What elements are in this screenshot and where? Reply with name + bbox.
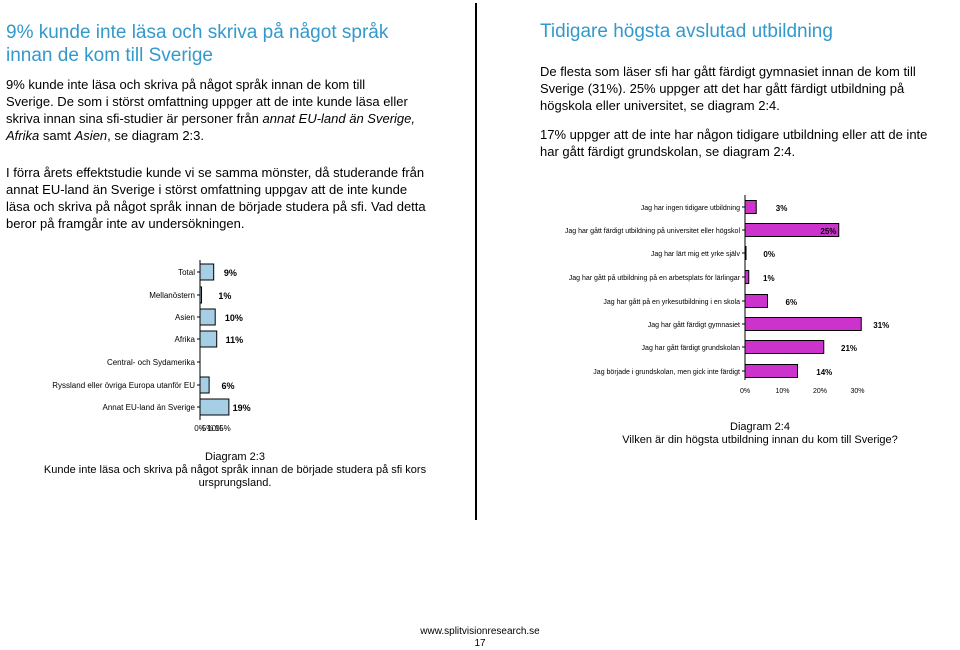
bar xyxy=(199,263,215,281)
bar xyxy=(744,223,840,237)
category-label: Ryssland eller övriga Europa utanför EU xyxy=(52,381,195,390)
bar xyxy=(199,398,230,416)
category-label: Jag har gått färdigt gymnasiet xyxy=(648,321,740,329)
bar xyxy=(744,294,768,308)
right-caption-text: Vilken är din högsta utbildning innan du… xyxy=(622,434,898,446)
left-caption-title: Diagram 2:3 xyxy=(205,451,265,463)
data-label: 1% xyxy=(763,274,775,283)
category-label: Jag började i grundskolan, men gick inte… xyxy=(593,369,740,376)
left-caption: Diagram 2:3 Kunde inte läsa och skriva p… xyxy=(20,451,450,490)
x-tick-label: 0% xyxy=(194,424,206,433)
left-para1-italic: annat EU-land än Sverige, Afrika xyxy=(6,111,415,143)
data-label: 9% xyxy=(224,268,237,278)
category-label: Annat EU-land än Sverige xyxy=(103,403,196,412)
chart-diagram-2-3: Total 9% Mellanöstern 1% Asien 10% Afrika 11% Ce… xyxy=(52,260,251,433)
data-label: 21% xyxy=(841,344,857,353)
x-tick-label: 5% xyxy=(202,424,214,433)
bar xyxy=(199,330,218,348)
x-tick-label: 10% xyxy=(775,388,789,395)
left-paragraph-2: I förra årets effektstudie kunde vi se s… xyxy=(6,165,426,231)
data-label: 1% xyxy=(218,291,231,301)
x-tick-label: 30% xyxy=(850,388,864,395)
column-divider xyxy=(475,3,477,520)
data-label: 31% xyxy=(873,321,889,330)
bar xyxy=(199,286,203,304)
right-paragraph-2: 17% uppger att de inte har någon tidigar… xyxy=(540,127,928,159)
category-label: Jag har gått på utbildning på en arbetsp… xyxy=(569,274,741,282)
data-label: 25% xyxy=(820,227,836,236)
right-caption: Diagram 2:4 Vilken är din högsta utbildn… xyxy=(600,421,920,447)
page-number: 17 xyxy=(474,638,486,649)
left-para1-mid: samt xyxy=(39,128,75,143)
category-label: Total xyxy=(178,268,195,277)
category-label: Jag har ingen tidigare utbildning xyxy=(641,205,740,212)
bar xyxy=(744,246,747,260)
bar xyxy=(199,308,216,326)
category-label: Jag har gått färdigt grundskolan xyxy=(642,344,741,352)
chart-diagram-2-4: Jag har ingen tidigare utbildning 3% Jag h… xyxy=(565,195,889,395)
right-heading: Tidigare högsta avslutad utbildning xyxy=(540,21,833,42)
bar xyxy=(744,270,750,284)
category-label: Jag har gått på en yrkesutbildning i en … xyxy=(603,298,740,306)
data-label: 6% xyxy=(221,381,234,391)
data-label: 0% xyxy=(763,250,775,259)
x-tick-label: 10% xyxy=(207,424,223,433)
category-label: Central- och Sydamerika xyxy=(107,358,196,367)
category-label: Jag har lärt mig ett yrke själv xyxy=(651,251,741,258)
left-para1-italic2: Asien xyxy=(74,128,108,143)
data-label: 10% xyxy=(225,313,243,323)
category-label: Mellanöstern xyxy=(149,291,195,300)
category-label: Afrika xyxy=(175,335,196,344)
right-paragraph-1: De flesta som läser sfi har gått färdigt… xyxy=(540,64,916,113)
right-caption-title: Diagram 2:4 xyxy=(730,421,790,433)
left-para1-end: , se diagram 2:3. xyxy=(107,128,204,143)
bar xyxy=(744,317,862,331)
bar xyxy=(744,364,798,378)
left-heading: 9% kunde inte läsa och skriva på något s… xyxy=(6,22,389,66)
footer-url: www.splitvisionresearch.se xyxy=(420,626,540,637)
x-tick-label: 0% xyxy=(740,388,750,395)
left-caption-text: Kunde inte läsa och skriva på något språ… xyxy=(43,464,427,489)
data-label: 6% xyxy=(786,298,798,307)
bar xyxy=(744,200,757,214)
data-label: 14% xyxy=(816,368,832,377)
x-tick-label: 20% xyxy=(813,388,827,395)
category-label: Jag har gått färdigt utbildning på unive… xyxy=(565,227,741,235)
data-label: 3% xyxy=(776,204,788,213)
data-label: 19% xyxy=(233,403,251,413)
left-paragraph-1: 9% kunde inte läsa och skriva på något s… xyxy=(6,76,416,144)
x-tick-label: 15% xyxy=(215,424,231,433)
data-label: 11% xyxy=(226,335,244,345)
category-label: Asien xyxy=(175,313,195,322)
bar xyxy=(199,376,210,394)
bar xyxy=(744,340,825,354)
left-para1-text: 9% kunde inte läsa och skriva på något s… xyxy=(6,77,408,126)
